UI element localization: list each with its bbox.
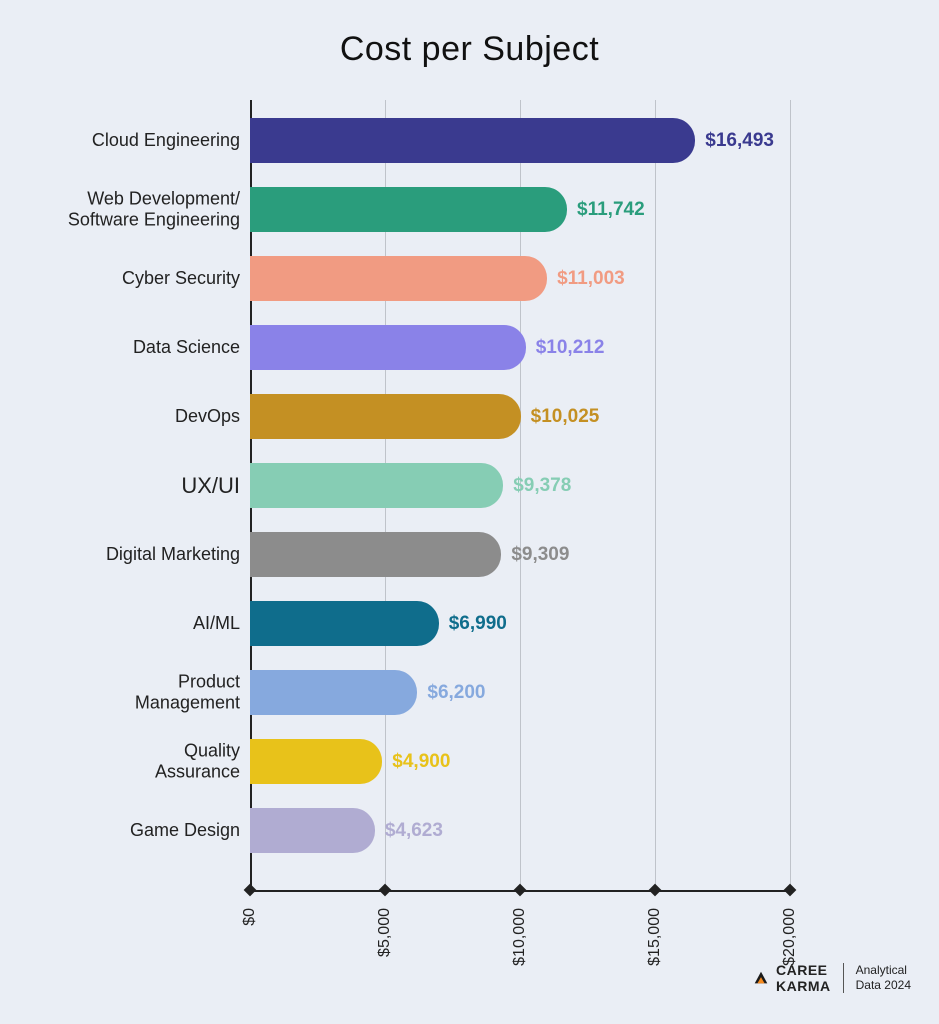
brand-text: CAREEKARMA <box>776 962 831 994</box>
category-label: Digital Marketing <box>60 544 240 566</box>
bar-value-label: $16,493 <box>705 130 774 152</box>
footer-text: AnalyticalData 2024 <box>856 963 911 993</box>
bar-value-label: $11,003 <box>557 268 625 290</box>
bar <box>250 463 503 508</box>
category-label: DevOps <box>60 406 240 428</box>
x-tick-marker <box>244 884 257 897</box>
bar <box>250 670 417 715</box>
category-label: ProductManagement <box>60 671 240 714</box>
brand-logo: CAREEKARMA <box>752 962 831 994</box>
bar <box>250 118 695 163</box>
bar <box>250 808 375 853</box>
bar-row: $11,742 <box>250 187 645 232</box>
x-tick-label: $5,000 <box>376 908 394 957</box>
bar-value-label: $6,200 <box>427 682 485 704</box>
x-tick-label: $10,000 <box>511 908 529 966</box>
bar-row: $10,025 <box>250 394 599 439</box>
bar-row: $10,212 <box>250 325 604 370</box>
gridline <box>790 100 791 890</box>
x-tick-marker <box>379 884 392 897</box>
bar <box>250 325 526 370</box>
x-tick-label: $0 <box>241 908 259 926</box>
category-label: QualityAssurance <box>60 740 240 783</box>
bar-row: $9,309 <box>250 532 569 577</box>
bar-row: $9,378 <box>250 463 571 508</box>
attribution-footer: CAREEKARMA AnalyticalData 2024 <box>752 962 911 994</box>
bar-value-label: $10,025 <box>531 406 600 428</box>
bar-value-label: $4,623 <box>385 820 443 842</box>
bar-row: $16,493 <box>250 118 774 163</box>
bar-value-label: $4,900 <box>392 751 450 773</box>
category-label: Data Science <box>60 337 240 359</box>
bar-row: $6,990 <box>250 601 507 646</box>
x-tick-label: $15,000 <box>646 908 664 966</box>
chart-container: Cloud Engineering Web Development/Softwar… <box>60 100 880 910</box>
bar-value-label: $6,990 <box>449 613 507 635</box>
bar <box>250 532 501 577</box>
x-tick-label: $20,000 <box>781 908 799 966</box>
category-label: UX/UI <box>60 472 240 498</box>
bar-value-label: $9,309 <box>511 544 569 566</box>
bar <box>250 187 567 232</box>
category-label: Cloud Engineering <box>60 130 240 152</box>
bar <box>250 394 521 439</box>
category-label: AI/ML <box>60 613 240 635</box>
x-tick-marker <box>514 884 527 897</box>
category-label: Game Design <box>60 820 240 842</box>
bar-value-label: $9,378 <box>513 475 571 497</box>
bar <box>250 256 547 301</box>
x-tick-marker <box>649 884 662 897</box>
x-tick-marker <box>784 884 797 897</box>
bar-row: $6,200 <box>250 670 486 715</box>
bar-row: $4,623 <box>250 808 443 853</box>
chart-title: Cost per Subject <box>0 0 939 79</box>
bar <box>250 601 439 646</box>
plot-area: $0$5,000$10,000$15,000$20,000$16,493$11,… <box>250 100 790 890</box>
bar-row: $11,003 <box>250 256 625 301</box>
bar <box>250 739 382 784</box>
brand-icon <box>752 969 770 987</box>
category-label: Web Development/Software Engineering <box>60 188 240 231</box>
bar-value-label: $10,212 <box>536 337 605 359</box>
footer-divider <box>843 963 844 993</box>
gridline <box>655 100 656 890</box>
bar-value-label: $11,742 <box>577 199 645 221</box>
category-label: Cyber Security <box>60 268 240 290</box>
bar-row: $4,900 <box>250 739 450 784</box>
